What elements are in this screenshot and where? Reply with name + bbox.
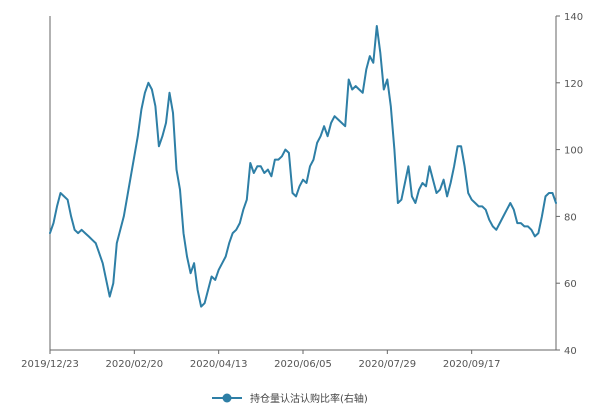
x-tick-label: 2020/09/17 [443,359,501,370]
series-layer [49,25,557,308]
series-line-0 [49,25,557,308]
y-tick-label: 120 [564,79,583,90]
legend: 持仓量认沽认购比率(右轴) [212,392,368,405]
x-axis-ticks: 2019/12/23 2020/02/20 2020/04/13 2020/06/05… [21,350,500,370]
legend-label: 持仓量认沽认购比率(右轴) [250,392,368,405]
axes [49,16,557,351]
y-tick-label: 140 [564,12,583,23]
y-axis-ticks: 40 60 80 100 120 140 [556,12,583,357]
x-tick-label: 2020/04/13 [190,359,248,370]
x-tick-label: 2020/07/29 [359,359,417,370]
x-tick-label: 2019/12/23 [21,359,79,370]
y-tick-label: 80 [564,212,577,223]
y-tick-label: 60 [564,279,577,290]
legend-marker [222,393,232,403]
y-tick-label: 100 [564,146,583,157]
y-tick-label: 40 [564,346,577,357]
x-tick-label: 2020/02/20 [106,359,164,370]
x-tick-label: 2020/06/05 [274,359,332,370]
